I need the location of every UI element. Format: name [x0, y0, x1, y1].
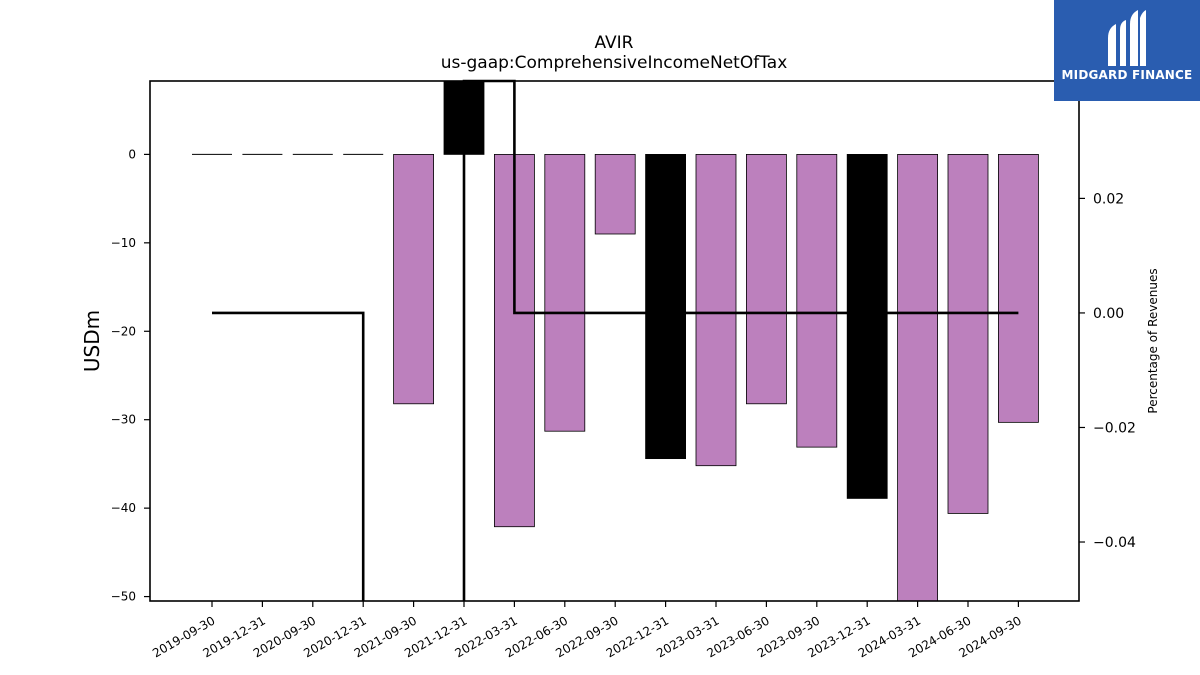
- bar: [998, 154, 1039, 423]
- pct-of-revenues-line: [212, 79, 1019, 601]
- logo-text: MIDGARD FINANCE: [1061, 68, 1193, 82]
- midgard-finance-logo: MIDGARD FINANCE: [1054, 0, 1200, 101]
- bar: [594, 154, 636, 235]
- y2-tick-label: 0.00: [1093, 306, 1124, 322]
- bar: [897, 154, 938, 602]
- y-tick-label: −30: [111, 413, 136, 427]
- y2-axis-label: Percentage of Revenues: [1146, 268, 1160, 413]
- y2-tick-label: −0.02: [1093, 420, 1136, 436]
- y-tick-label: −20: [111, 324, 136, 338]
- bar: [947, 154, 989, 514]
- bar: [746, 154, 787, 405]
- chart-subtitle: us-gaap:ComprehensiveIncomeNetOfTax: [441, 53, 788, 73]
- y-tick-label: −10: [111, 236, 136, 250]
- bar: [796, 154, 838, 448]
- y-axis-label: USDm: [80, 310, 104, 372]
- pct-line-layer: [212, 79, 1019, 601]
- y-tick-label: 0: [128, 147, 136, 161]
- y2-tick-label: −0.04: [1093, 535, 1136, 551]
- bars-layer: [192, 80, 1039, 602]
- bar: [846, 154, 888, 499]
- midgard-logo-icon: [1108, 10, 1146, 66]
- bar: [695, 154, 737, 467]
- y-tick-label: −40: [111, 501, 136, 515]
- bar: [393, 154, 435, 405]
- y2-tick-label: 0.02: [1093, 191, 1124, 207]
- bar: [645, 154, 686, 460]
- plot-frame: [149, 80, 1080, 602]
- chart-title: AVIR: [595, 33, 634, 53]
- y-tick-label: −50: [111, 590, 136, 604]
- bar: [544, 154, 586, 432]
